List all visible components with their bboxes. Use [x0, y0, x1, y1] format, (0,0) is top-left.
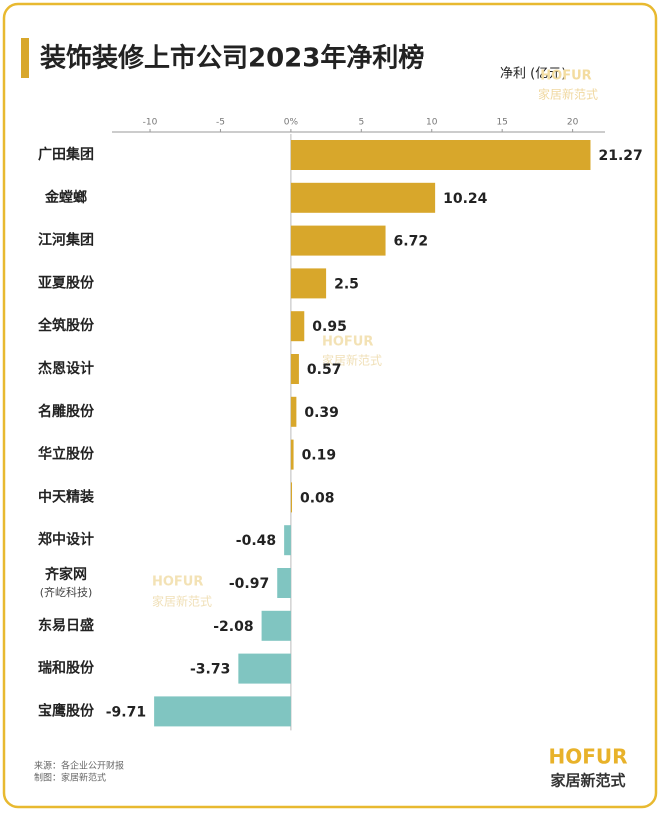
x-tick-label: 10 [426, 118, 438, 128]
value-label: 2.5 [334, 276, 359, 292]
value-label: -2.08 [213, 619, 253, 635]
category-label: 郑中设计 [38, 531, 94, 548]
axis-label: 净利 (亿元) [500, 67, 566, 82]
value-label: 0.08 [300, 490, 335, 506]
value-label: -0.97 [229, 576, 269, 592]
x-tick-label: 0% [284, 118, 299, 128]
category-label: 金螳螂 [44, 189, 87, 206]
watermark: HOFUR [540, 69, 591, 84]
category-label: 中天精装 [38, 488, 95, 505]
logo-tagline: 家居新范式 [550, 772, 625, 790]
credit: 制图：家居新范式 [34, 772, 106, 784]
x-tick-label: 20 [567, 118, 579, 128]
logo: HOFUR [548, 745, 627, 769]
bar [154, 696, 291, 727]
bar [290, 439, 294, 470]
category-label: 全筑股份 [37, 317, 95, 334]
category-label: 名雕股份 [38, 403, 95, 420]
bar [238, 653, 291, 684]
category-label: 宝鹰股份 [38, 702, 95, 719]
value-label: 0.95 [312, 319, 347, 335]
category-label: 亚夏股份 [38, 274, 95, 291]
watermark: 家居新范式 [322, 353, 382, 368]
bar [290, 396, 297, 427]
value-label: -3.73 [190, 662, 230, 678]
value-label: -9.71 [106, 704, 146, 720]
bar [290, 182, 436, 213]
x-tick-label: -5 [216, 118, 225, 128]
category-label: 杰恩设计 [38, 360, 94, 377]
x-tick-label: 15 [496, 118, 507, 128]
bar [284, 525, 291, 556]
bar [290, 268, 327, 299]
x-tick-label: 5 [358, 118, 364, 128]
plot: -10 -5 0% 5 10 15 20 广田集团 21.27 金螳螂 10.24 江河集团 6.72 亚… [37, 118, 643, 731]
category-label: 华立股份 [38, 446, 95, 463]
title-marker [21, 38, 29, 78]
category-label: 广田集团 [38, 146, 94, 163]
source: 来源：各企业公开财报 [34, 760, 124, 772]
bar [290, 354, 299, 384]
watermark: HOFUR [322, 335, 373, 350]
category-label: 东易日盛 [38, 617, 94, 634]
watermark: 家居新范式 [152, 594, 212, 609]
bar [290, 140, 591, 170]
watermark: HOFUR [152, 575, 203, 590]
value-label: 21.27 [598, 148, 642, 164]
value-label: 10.24 [443, 191, 488, 207]
bar [261, 610, 291, 641]
chart-title: 装饰装修上市公司2023年净利榜 [40, 43, 424, 74]
category-label: 江河集团 [38, 232, 94, 249]
category-label: 齐家网 [45, 566, 87, 583]
bar [277, 568, 291, 598]
category-note: (齐屹科技) [40, 585, 93, 599]
value-label: -0.48 [236, 533, 276, 549]
value-label: 0.57 [307, 362, 342, 378]
category-label: 瑞和股份 [38, 660, 95, 677]
value-label: 0.39 [304, 405, 339, 421]
value-label: 6.72 [394, 234, 429, 250]
bar [290, 225, 386, 256]
value-label: 0.19 [302, 448, 337, 464]
x-tick-label: -10 [143, 118, 158, 128]
watermark: 家居新范式 [538, 87, 598, 102]
bar [290, 482, 293, 513]
bar [290, 311, 305, 342]
